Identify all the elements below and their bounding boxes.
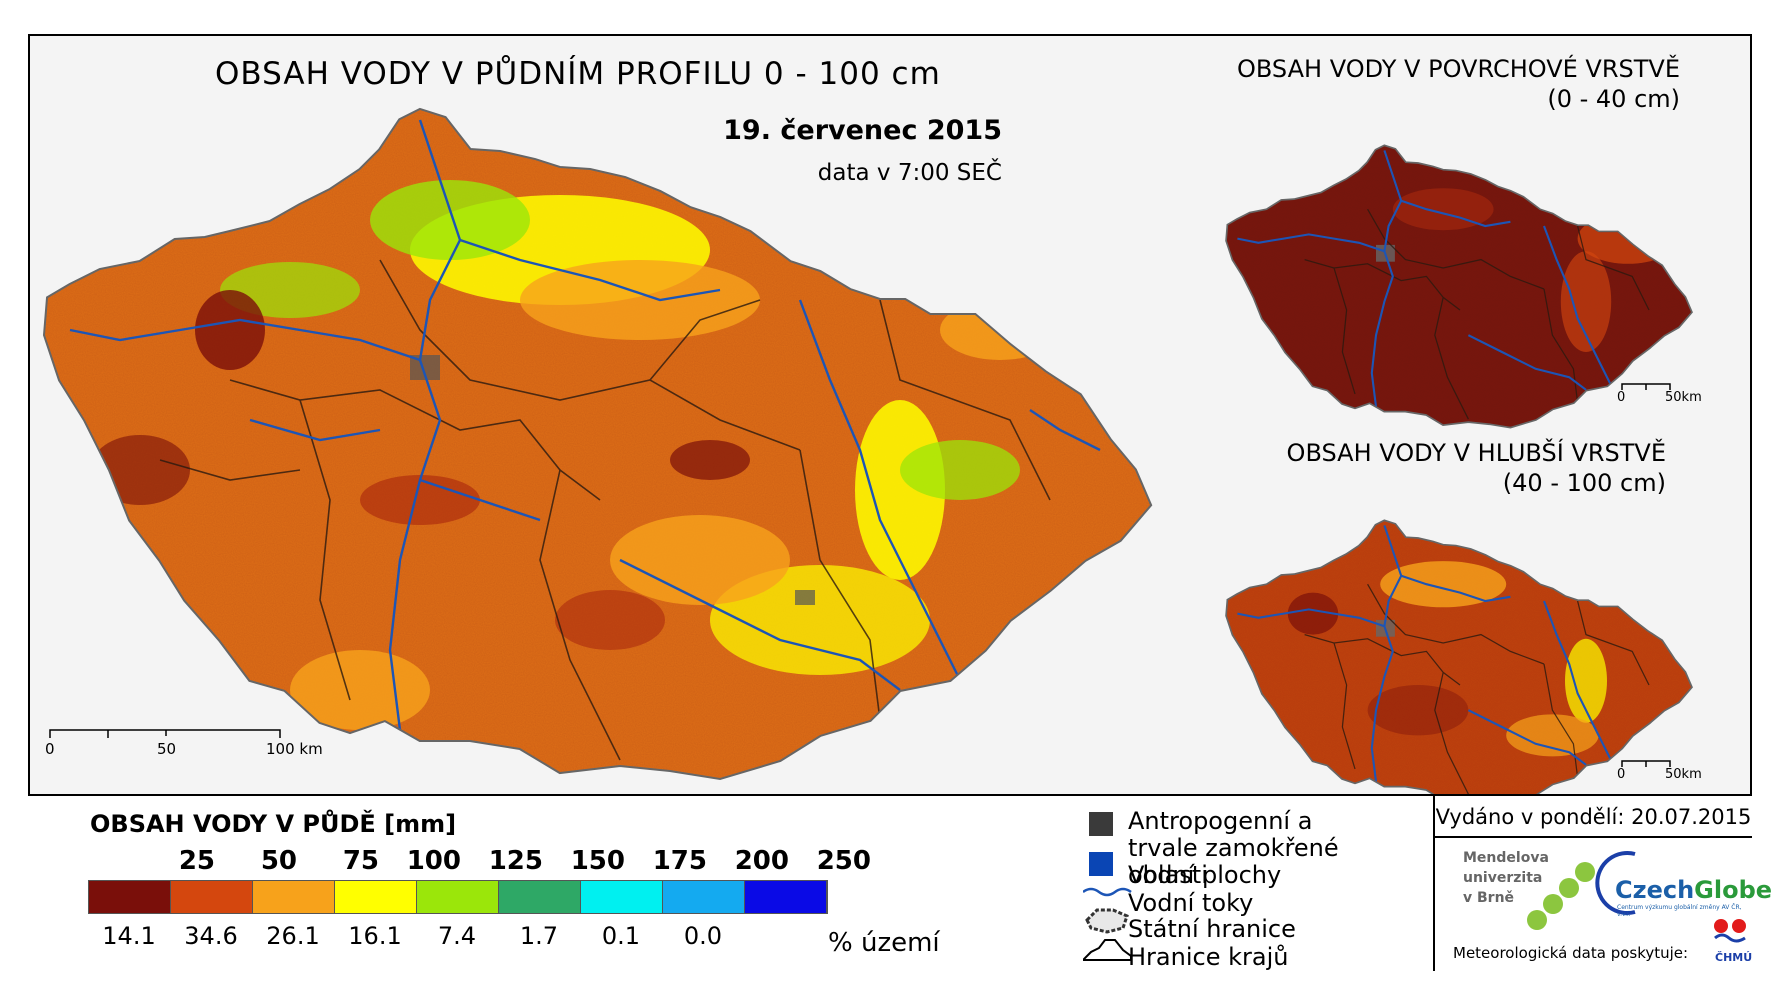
legend-panel: OBSAH VODY V PŮDĚ [mm] 25 50 75 100 125 …: [28, 794, 1772, 971]
legend-pct-6: 1.7: [519, 922, 559, 950]
legend-pct-7: 0.1: [601, 922, 641, 950]
czechglobe-arc-icon: [1595, 851, 1636, 915]
surface-scale-bar: [1621, 383, 1671, 390]
inset-surface-title-line1: OBSAH VODY V POVRCHOVÉ VRSTVĚ: [1237, 55, 1680, 83]
main-map: [43, 108, 1152, 780]
inset-deep-title-line2: (40 - 100 cm): [1502, 469, 1666, 497]
legend-pct-5: 7.4: [437, 922, 477, 950]
state-border-icon: [1085, 908, 1129, 934]
czechglobe-logo-a: Czech: [1615, 876, 1695, 904]
legend-threshold-100: 100: [406, 846, 461, 876]
legend-threshold-200: 200: [734, 846, 789, 876]
meteo-data-provider-label: Meteorologická data poskytuje:: [1453, 944, 1689, 962]
legend-swatch-2: [171, 881, 253, 913]
legend-percent-label: % území: [828, 928, 940, 958]
legend-threshold-250: 250: [816, 846, 871, 876]
surface-scale-label-0: 0: [1617, 390, 1626, 405]
legend-swatch-6: [499, 881, 581, 913]
legend-title: OBSAH VODY V PŮDĚ [mm]: [90, 810, 457, 838]
legend-swatch-7: [581, 881, 663, 913]
czechglobe-logo-b: Globe: [1694, 876, 1772, 904]
main-map-time-note: data v 7:00 SEČ: [817, 160, 1002, 186]
chmu-logo-icon: [1714, 919, 1746, 943]
legend-swatch-1: [89, 881, 171, 913]
wetland-swatch-icon: [1089, 812, 1113, 836]
main-scale-label-50: 50: [157, 740, 177, 758]
rivers-label: Vodní toky: [1128, 889, 1254, 917]
legend-threshold-150: 150: [570, 846, 625, 876]
mendel-line1: Mendelova: [1463, 850, 1549, 866]
legend-pct-2: 34.6: [184, 922, 238, 950]
chmu-label: ČHMÚ: [1715, 951, 1753, 964]
legend-threshold-175: 175: [652, 846, 707, 876]
legend-pct-3: 26.1: [266, 922, 320, 950]
water-bodies-label: Vodní plochy: [1128, 861, 1282, 889]
mendel-dots-logo-icon: [1527, 862, 1595, 930]
region-border-icon: [1083, 939, 1132, 961]
water-body-swatch-icon: [1089, 852, 1113, 876]
inset-surface-title: OBSAH VODY V POVRCHOVÉ VRSTVĚ (0 - 40 cm…: [1237, 54, 1680, 114]
legend-swatch-4: [335, 881, 417, 913]
wetland-label: Antropogenní a trvale zamokřené oblasti: [1128, 807, 1339, 889]
legend-threshold-25: 25: [178, 846, 215, 876]
mendel-university-label: Mendelova univerzita v Brně: [1463, 848, 1549, 908]
main-scale-bar: [49, 729, 281, 738]
legend-swatch-3: [253, 881, 335, 913]
legend-threshold-75: 75: [342, 846, 379, 876]
inset-deep-title-line1: OBSAH VODY V HLUBŠÍ VRSTVĚ: [1286, 439, 1666, 467]
river-line-icon: [1083, 887, 1132, 897]
legend-swatch-5: [417, 881, 499, 913]
inset-deep-title: OBSAH VODY V HLUBŠÍ VRSTVĚ (40 - 100 cm): [1287, 438, 1666, 498]
legend-color-bar: [88, 880, 828, 914]
mendel-line2: univerzita: [1463, 870, 1543, 886]
inset-surface-title-line2: (0 - 40 cm): [1547, 85, 1680, 113]
legend-swatch-9: [745, 881, 827, 913]
legend-pct-4: 16.1: [348, 922, 402, 950]
main-map-date: 19. červenec 2015: [723, 115, 1002, 146]
state-border-label: Státní hranice: [1128, 915, 1296, 943]
legend-pct-1: 14.1: [102, 922, 156, 950]
legend-pct-8: 0.0: [683, 922, 723, 950]
deep-scale-bar: [1621, 760, 1671, 767]
legend-threshold-125: 125: [488, 846, 543, 876]
main-scale-label-0: 0: [45, 740, 55, 758]
mendel-line3: v Brně: [1463, 890, 1515, 906]
legend-swatch-8: [663, 881, 745, 913]
legend-threshold-50: 50: [260, 846, 297, 876]
czechglobe-logo: CzechGlobe: [1615, 876, 1772, 904]
czechglobe-subtitle: Centrum výzkumu globální změny AV ČR, v.…: [1617, 904, 1742, 918]
deep-scale-label-0: 0: [1617, 767, 1626, 782]
main-scale-label-100: 100 km: [266, 740, 323, 758]
surface-scale-label-50: 50km: [1665, 390, 1702, 405]
region-border-label: Hranice krajů: [1128, 943, 1289, 971]
deep-scale-label-50: 50km: [1665, 767, 1702, 782]
main-map-title: OBSAH VODY V PŮDNÍM PROFILU 0 - 100 cm: [215, 56, 941, 92]
issued-date: Vydáno v pondělí: 20.07.2015: [1435, 796, 1752, 838]
publisher-box: Vydáno v pondělí: 20.07.2015 Mendelova u…: [1433, 796, 1772, 971]
symbol-legend-icons: [1083, 812, 1132, 961]
